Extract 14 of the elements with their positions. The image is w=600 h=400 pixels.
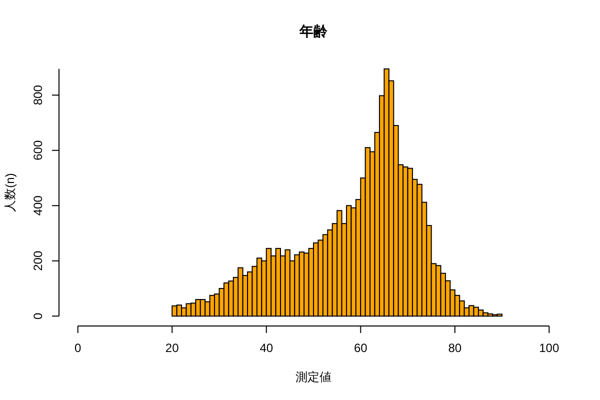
chart-title: 年齢 (298, 23, 328, 39)
y-tick-label: 800 (31, 84, 45, 106)
y-tick-label: 600 (31, 140, 45, 160)
x-tick-label: 40 (260, 341, 274, 355)
x-tick-label: 100 (539, 341, 560, 355)
y-tick-label: 400 (31, 195, 45, 216)
y-tick-label: 200 (31, 250, 45, 271)
x-axis-title: 測定値 (296, 370, 332, 384)
x-tick-label: 0 (74, 341, 82, 355)
x-tick-label: 20 (165, 341, 180, 355)
y-axis-title: 人数(n) (3, 173, 17, 212)
x-tick-label: 60 (354, 341, 368, 355)
x-tick-label: 80 (448, 341, 462, 355)
y-tick-label: 0 (31, 312, 45, 320)
